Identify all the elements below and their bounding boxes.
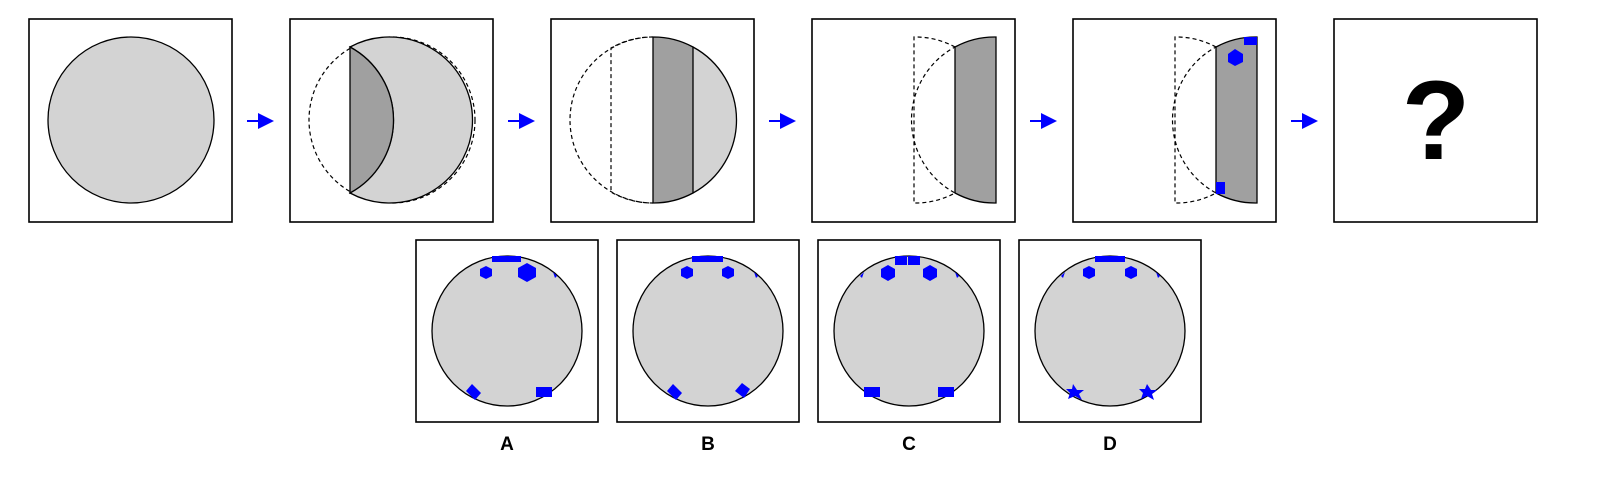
- option-b[interactable]: B: [616, 239, 800, 455]
- hole-square-bottom-right: [536, 387, 552, 397]
- hole-hexagon-right: [1125, 266, 1137, 279]
- earlier-outline: [910, 36, 957, 204]
- folded-strip: [652, 36, 694, 204]
- hole-top-bar: [1095, 256, 1125, 262]
- step-4-panel: [811, 18, 1016, 223]
- hole-hexagon-left: [681, 266, 693, 279]
- hole-hexagon-right: [923, 265, 937, 281]
- step-2-panel: [289, 18, 494, 223]
- hole-top-bar: [692, 256, 723, 262]
- hole-top-square-left: [895, 256, 907, 265]
- hole-star-bottom-left: [1066, 384, 1084, 400]
- hole-hexagon-right: [722, 266, 734, 279]
- hole-top-bar: [492, 256, 521, 262]
- folded-strip: [954, 36, 997, 204]
- step-3-panel: [550, 18, 755, 223]
- option-c[interactable]: C: [817, 239, 1001, 455]
- hole-top-square-right: [908, 256, 920, 265]
- hole-hexagon-left: [881, 265, 895, 281]
- hole-hexagon-left: [480, 266, 492, 279]
- hole-edge-top-left: [860, 272, 864, 278]
- option-a[interactable]: A: [415, 239, 599, 455]
- paper-edge: [692, 46, 738, 194]
- option-label: C: [902, 434, 916, 455]
- hole-square-bottom-left: [864, 387, 880, 397]
- hole-hexagon: [1228, 49, 1243, 66]
- hole-diamond-bottom-right: [735, 383, 750, 398]
- question-mark: ?: [1402, 58, 1470, 183]
- hole-square-bottom: [1216, 182, 1225, 194]
- hole-hexagon-left: [1083, 266, 1095, 279]
- hole-diamond-bottom-left: [466, 384, 481, 400]
- folded-flap: [349, 45, 395, 195]
- paper-circle: [47, 36, 215, 204]
- hole-edge-top-left: [1061, 272, 1065, 278]
- option-label: B: [701, 434, 715, 455]
- hole-edge-top-right: [553, 272, 557, 278]
- option-d[interactable]: D: [1018, 239, 1202, 455]
- hole-hexagon-right: [518, 263, 536, 282]
- folded-strip: [1215, 36, 1258, 204]
- hole-edge-top-right: [955, 272, 959, 278]
- step-5-panel: [1072, 18, 1277, 223]
- hole-square-bottom-right: [938, 387, 954, 397]
- answer-panel: ?: [1333, 18, 1538, 223]
- original-outline: [308, 36, 476, 204]
- hole-diamond-bottom-left: [667, 384, 682, 400]
- earlier-outline: [569, 36, 654, 204]
- hole-edge-top-right: [754, 272, 758, 278]
- hole-star-bottom-right: [1139, 384, 1157, 400]
- earlier-outline: [1171, 36, 1218, 204]
- step-1-panel: [28, 18, 233, 223]
- option-label: A: [500, 434, 514, 455]
- option-label: D: [1103, 434, 1117, 455]
- hole-edge-top-right: [1156, 272, 1160, 278]
- hole-square-top: [1244, 37, 1257, 45]
